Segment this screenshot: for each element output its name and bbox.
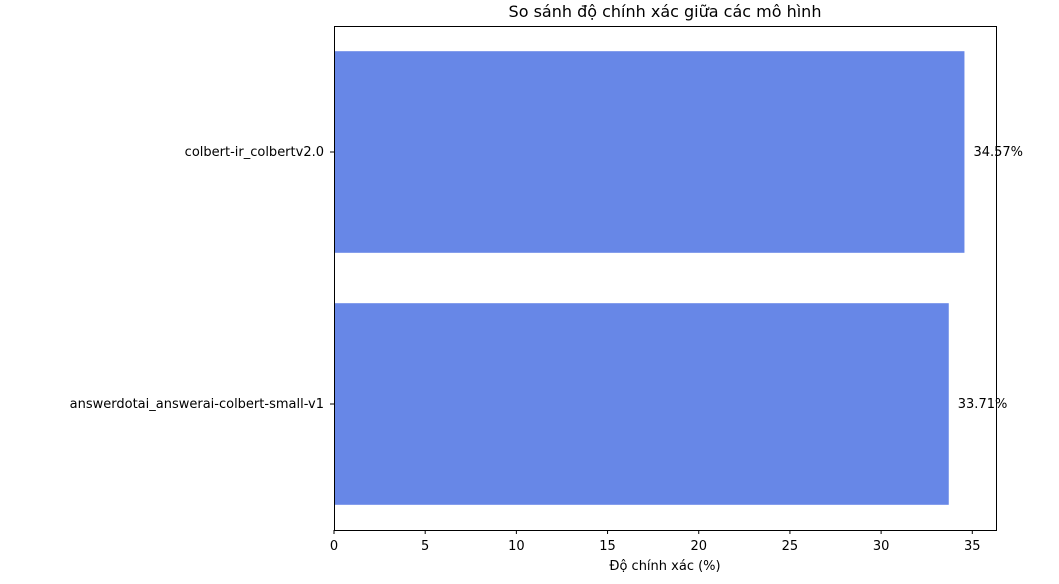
bars-group [334,51,965,505]
x-tick-label: 35 [964,539,981,554]
x-ticks-group: 0 5 10 15 20 25 30 35 [330,530,981,554]
category-label: colbert-ir_colbertv2.0 [185,145,324,160]
x-axis-title: Độ chính xác (%) [609,559,720,574]
bar-labels-group: 34.57% 33.71% [958,145,1023,412]
bar-value-label: 34.57% [973,145,1023,160]
x-tick-label: 5 [421,539,429,554]
x-tick-label: 25 [782,539,799,554]
category-labels-group: colbert-ir_colbertv2.0 answerdotai_answer… [70,145,334,412]
bar [334,303,949,505]
x-tick-label: 30 [873,539,890,554]
bar-value-label: 33.71% [958,397,1008,412]
x-tick-label: 15 [599,539,616,554]
x-tick-label: 0 [330,539,338,554]
chart-title: So sánh độ chính xác giữa các mô hình [509,2,822,21]
x-tick-label: 20 [690,539,707,554]
bar [334,51,965,253]
plot-frame [334,26,997,531]
category-label: answerdotai_answerai-colbert-small-v1 [70,397,324,412]
x-tick-label: 10 [508,539,525,554]
